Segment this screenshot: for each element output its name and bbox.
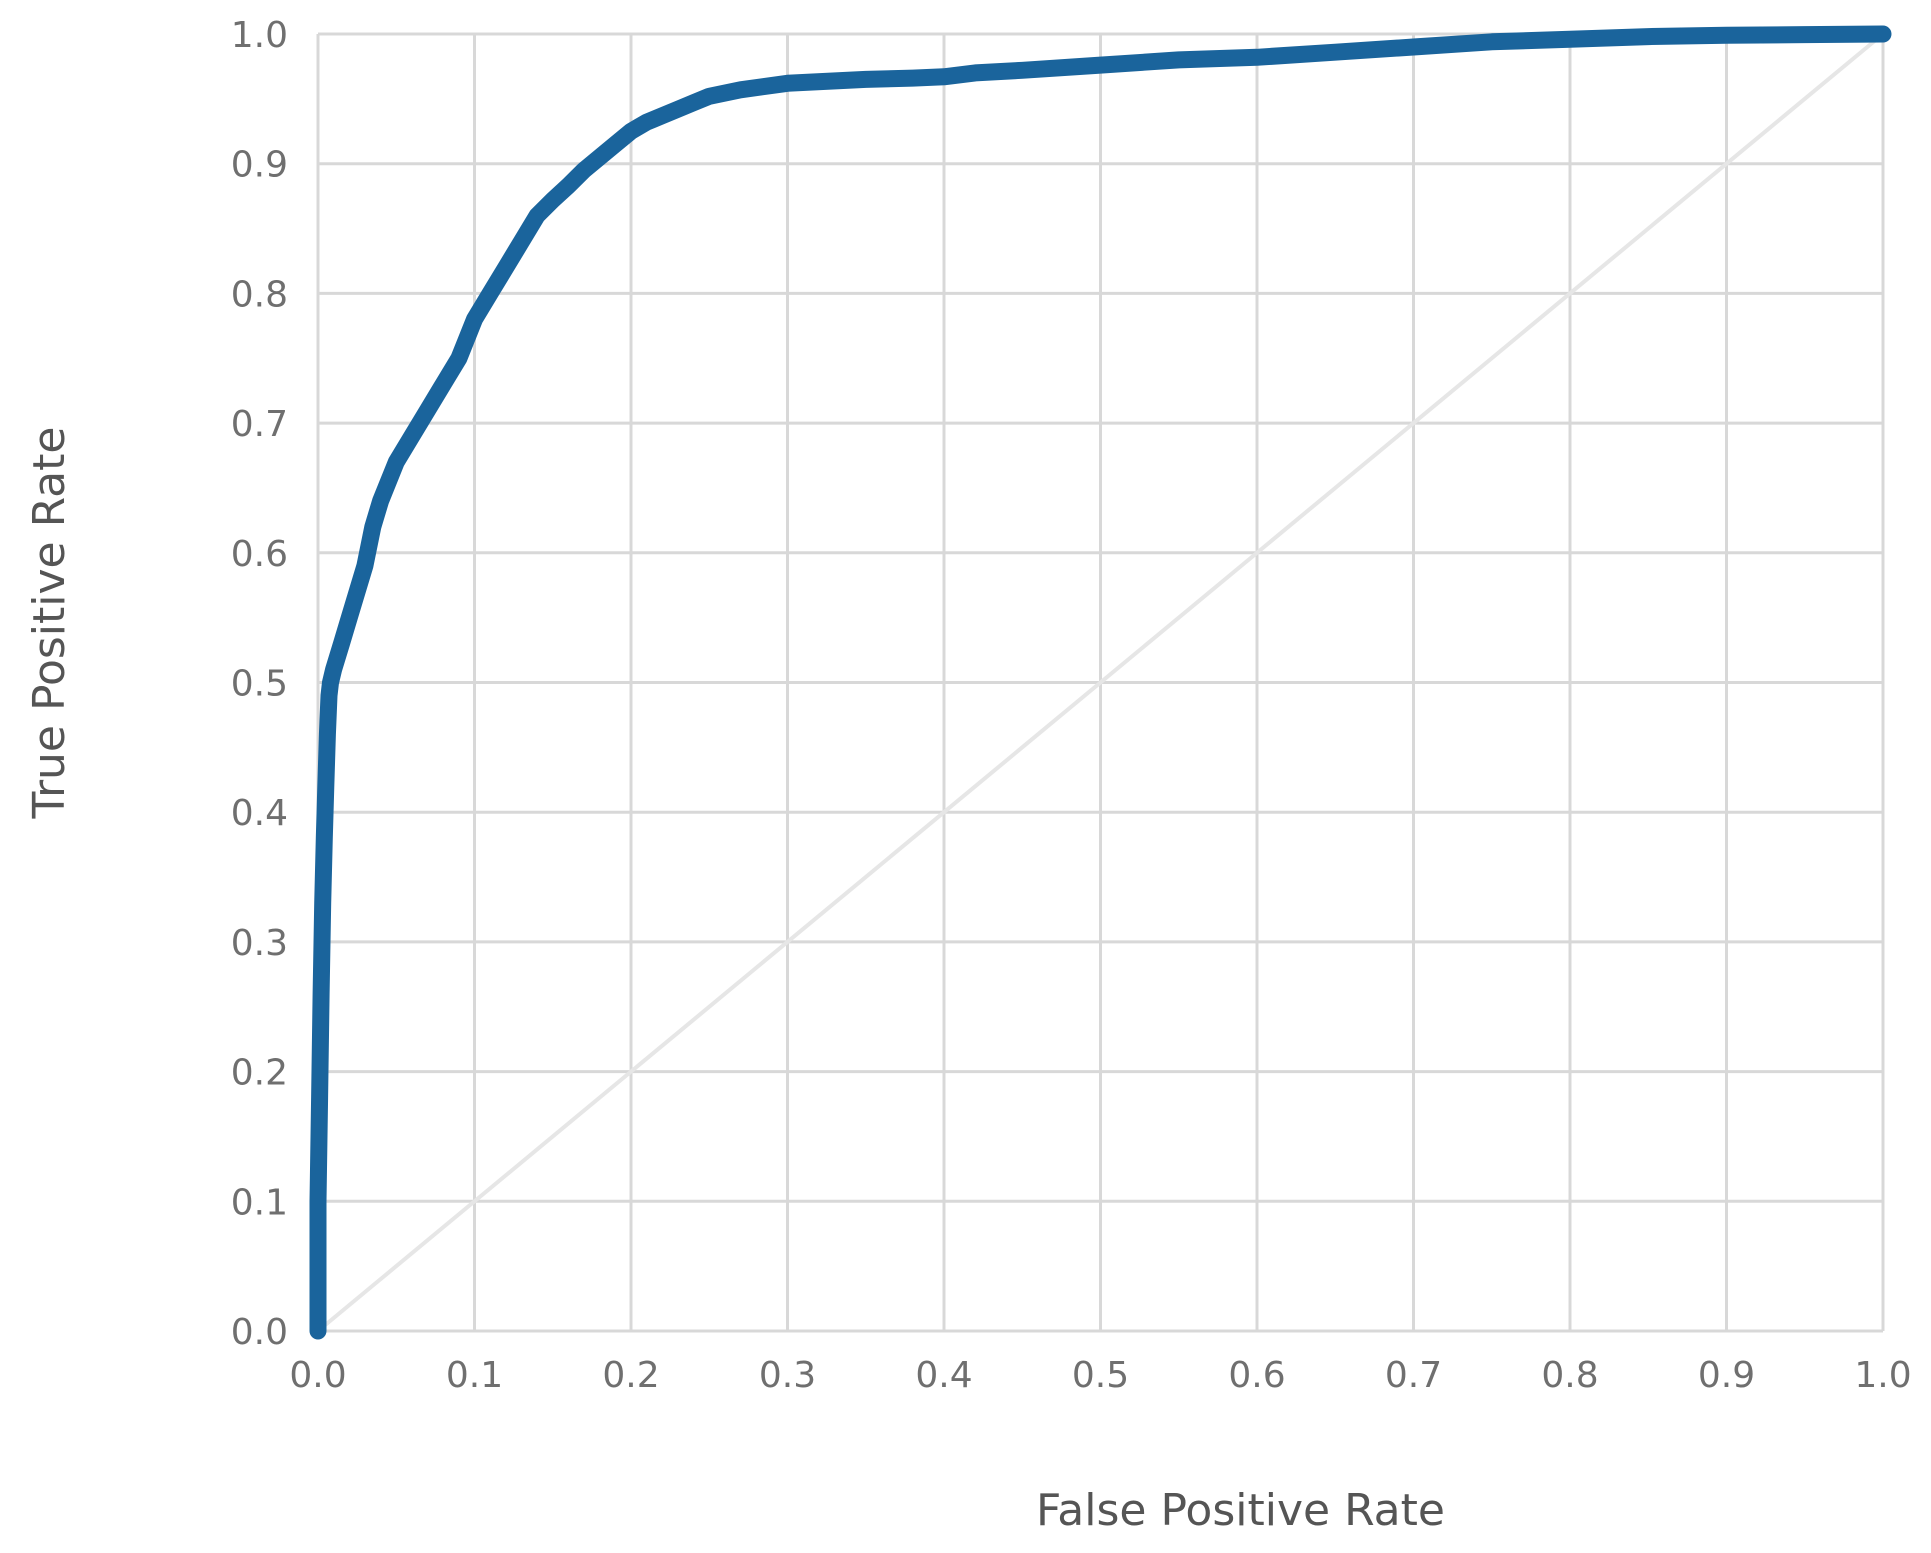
chance-diagonal-line: [316, 32, 1885, 1333]
y-tick-label: 1.0: [231, 15, 288, 56]
x-tick-label: 0.9: [1698, 1355, 1755, 1396]
y-tick-label: 0.5: [231, 664, 288, 705]
y-tick-label: 0.2: [231, 1053, 288, 1094]
x-tick-label: 1.0: [1854, 1355, 1911, 1396]
x-tick-label: 0.8: [1541, 1355, 1598, 1396]
roc-curve-line: [309, 25, 1892, 1340]
x-tick-label: 0.1: [446, 1355, 503, 1396]
x-tick-label: 0.0: [289, 1355, 346, 1396]
y-tick-label: 0.9: [231, 145, 288, 186]
tick-labels: 0.0 0.1 0.2 0.3 0.4 0.5 0.6 0.7 0.8 0.9 1.0 0.0 0.1 0…: [231, 15, 1912, 1396]
y-tick-label: 0.4: [231, 793, 288, 834]
x-tick-label: 0.2: [602, 1355, 659, 1396]
y-tick-label: 0.3: [231, 923, 288, 964]
y-tick-label: 0.8: [231, 274, 288, 315]
y-axis-title: True Positive Rate: [24, 427, 75, 820]
y-tick-label: 0.6: [231, 534, 288, 575]
y-tick-label: 0.7: [231, 404, 288, 445]
x-tick-label: 0.7: [1385, 1355, 1442, 1396]
y-tick-label: 0.1: [231, 1182, 288, 1223]
x-axis-title: False Positive Rate: [1036, 1485, 1445, 1536]
x-tick-label: 0.5: [1072, 1355, 1129, 1396]
y-tick-label: 0.0: [231, 1312, 288, 1353]
x-tick-label: 0.6: [1228, 1355, 1285, 1396]
x-tick-label: 0.4: [915, 1355, 972, 1396]
x-tick-label: 0.3: [759, 1355, 816, 1396]
